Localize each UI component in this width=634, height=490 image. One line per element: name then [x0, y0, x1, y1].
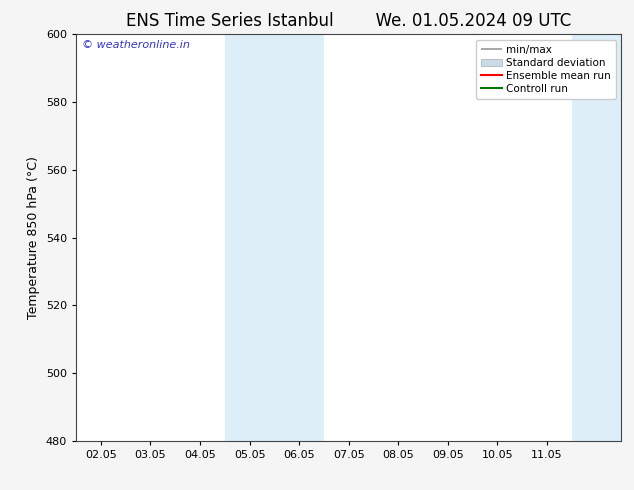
Text: © weatheronline.in: © weatheronline.in	[82, 40, 190, 50]
Bar	[572, 34, 621, 441]
Y-axis label: Temperature 850 hPa (°C): Temperature 850 hPa (°C)	[27, 156, 40, 319]
Title: ENS Time Series Istanbul        We. 01.05.2024 09 UTC: ENS Time Series Istanbul We. 01.05.2024 …	[126, 12, 571, 30]
Legend: min/max, Standard deviation, Ensemble mean run, Controll run: min/max, Standard deviation, Ensemble me…	[476, 40, 616, 99]
Bar	[225, 34, 324, 441]
